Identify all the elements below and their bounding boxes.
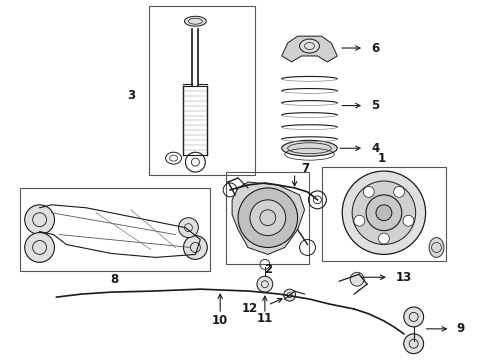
Text: 4: 4 <box>371 142 379 155</box>
Polygon shape <box>232 182 305 255</box>
Circle shape <box>178 218 198 238</box>
Text: 5: 5 <box>371 99 379 112</box>
Bar <box>226 172 310 264</box>
Text: 1: 1 <box>378 152 386 165</box>
Text: 10: 10 <box>212 314 228 327</box>
Circle shape <box>404 307 424 327</box>
Bar <box>322 167 446 261</box>
Text: 2: 2 <box>264 263 272 276</box>
Circle shape <box>376 205 392 221</box>
Text: 6: 6 <box>371 41 379 54</box>
Circle shape <box>354 215 365 226</box>
Ellipse shape <box>184 16 206 26</box>
Circle shape <box>238 188 297 247</box>
Circle shape <box>24 205 54 235</box>
Ellipse shape <box>429 238 444 257</box>
Circle shape <box>257 276 273 292</box>
Circle shape <box>393 186 405 197</box>
Text: 9: 9 <box>456 322 465 336</box>
Circle shape <box>352 181 416 244</box>
Circle shape <box>378 233 390 244</box>
Polygon shape <box>282 36 337 62</box>
Circle shape <box>350 272 364 286</box>
Circle shape <box>250 200 286 235</box>
Text: 11: 11 <box>257 312 273 325</box>
Text: 3: 3 <box>127 89 135 102</box>
Ellipse shape <box>299 39 319 53</box>
Ellipse shape <box>282 140 337 156</box>
Circle shape <box>404 334 424 354</box>
Bar <box>149 6 255 175</box>
Circle shape <box>284 289 295 301</box>
Circle shape <box>24 233 54 262</box>
Bar <box>20 188 210 271</box>
Circle shape <box>342 171 426 255</box>
Circle shape <box>366 195 402 231</box>
Circle shape <box>403 215 414 226</box>
Circle shape <box>183 235 207 260</box>
Text: 7: 7 <box>301 162 310 175</box>
Text: 12: 12 <box>242 302 258 315</box>
Text: 13: 13 <box>396 271 412 284</box>
Circle shape <box>363 186 374 197</box>
Text: 8: 8 <box>110 273 118 286</box>
